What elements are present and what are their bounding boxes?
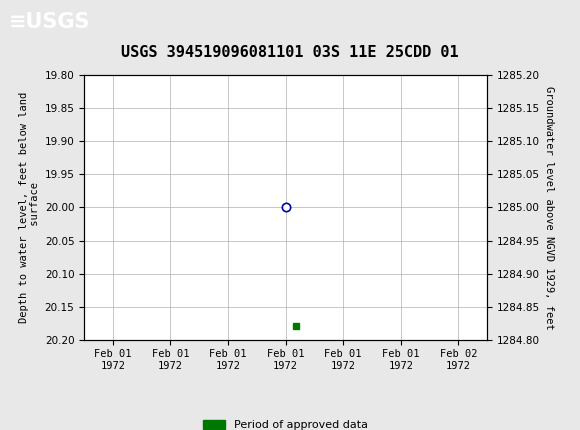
Y-axis label: Depth to water level, feet below land
 surface: Depth to water level, feet below land su… <box>19 92 41 323</box>
Text: USGS 394519096081101 03S 11E 25CDD 01: USGS 394519096081101 03S 11E 25CDD 01 <box>121 45 459 60</box>
Text: ≡USGS: ≡USGS <box>9 12 90 33</box>
Y-axis label: Groundwater level above NGVD 1929, feet: Groundwater level above NGVD 1929, feet <box>544 86 554 329</box>
Legend: Period of approved data: Period of approved data <box>198 416 372 430</box>
